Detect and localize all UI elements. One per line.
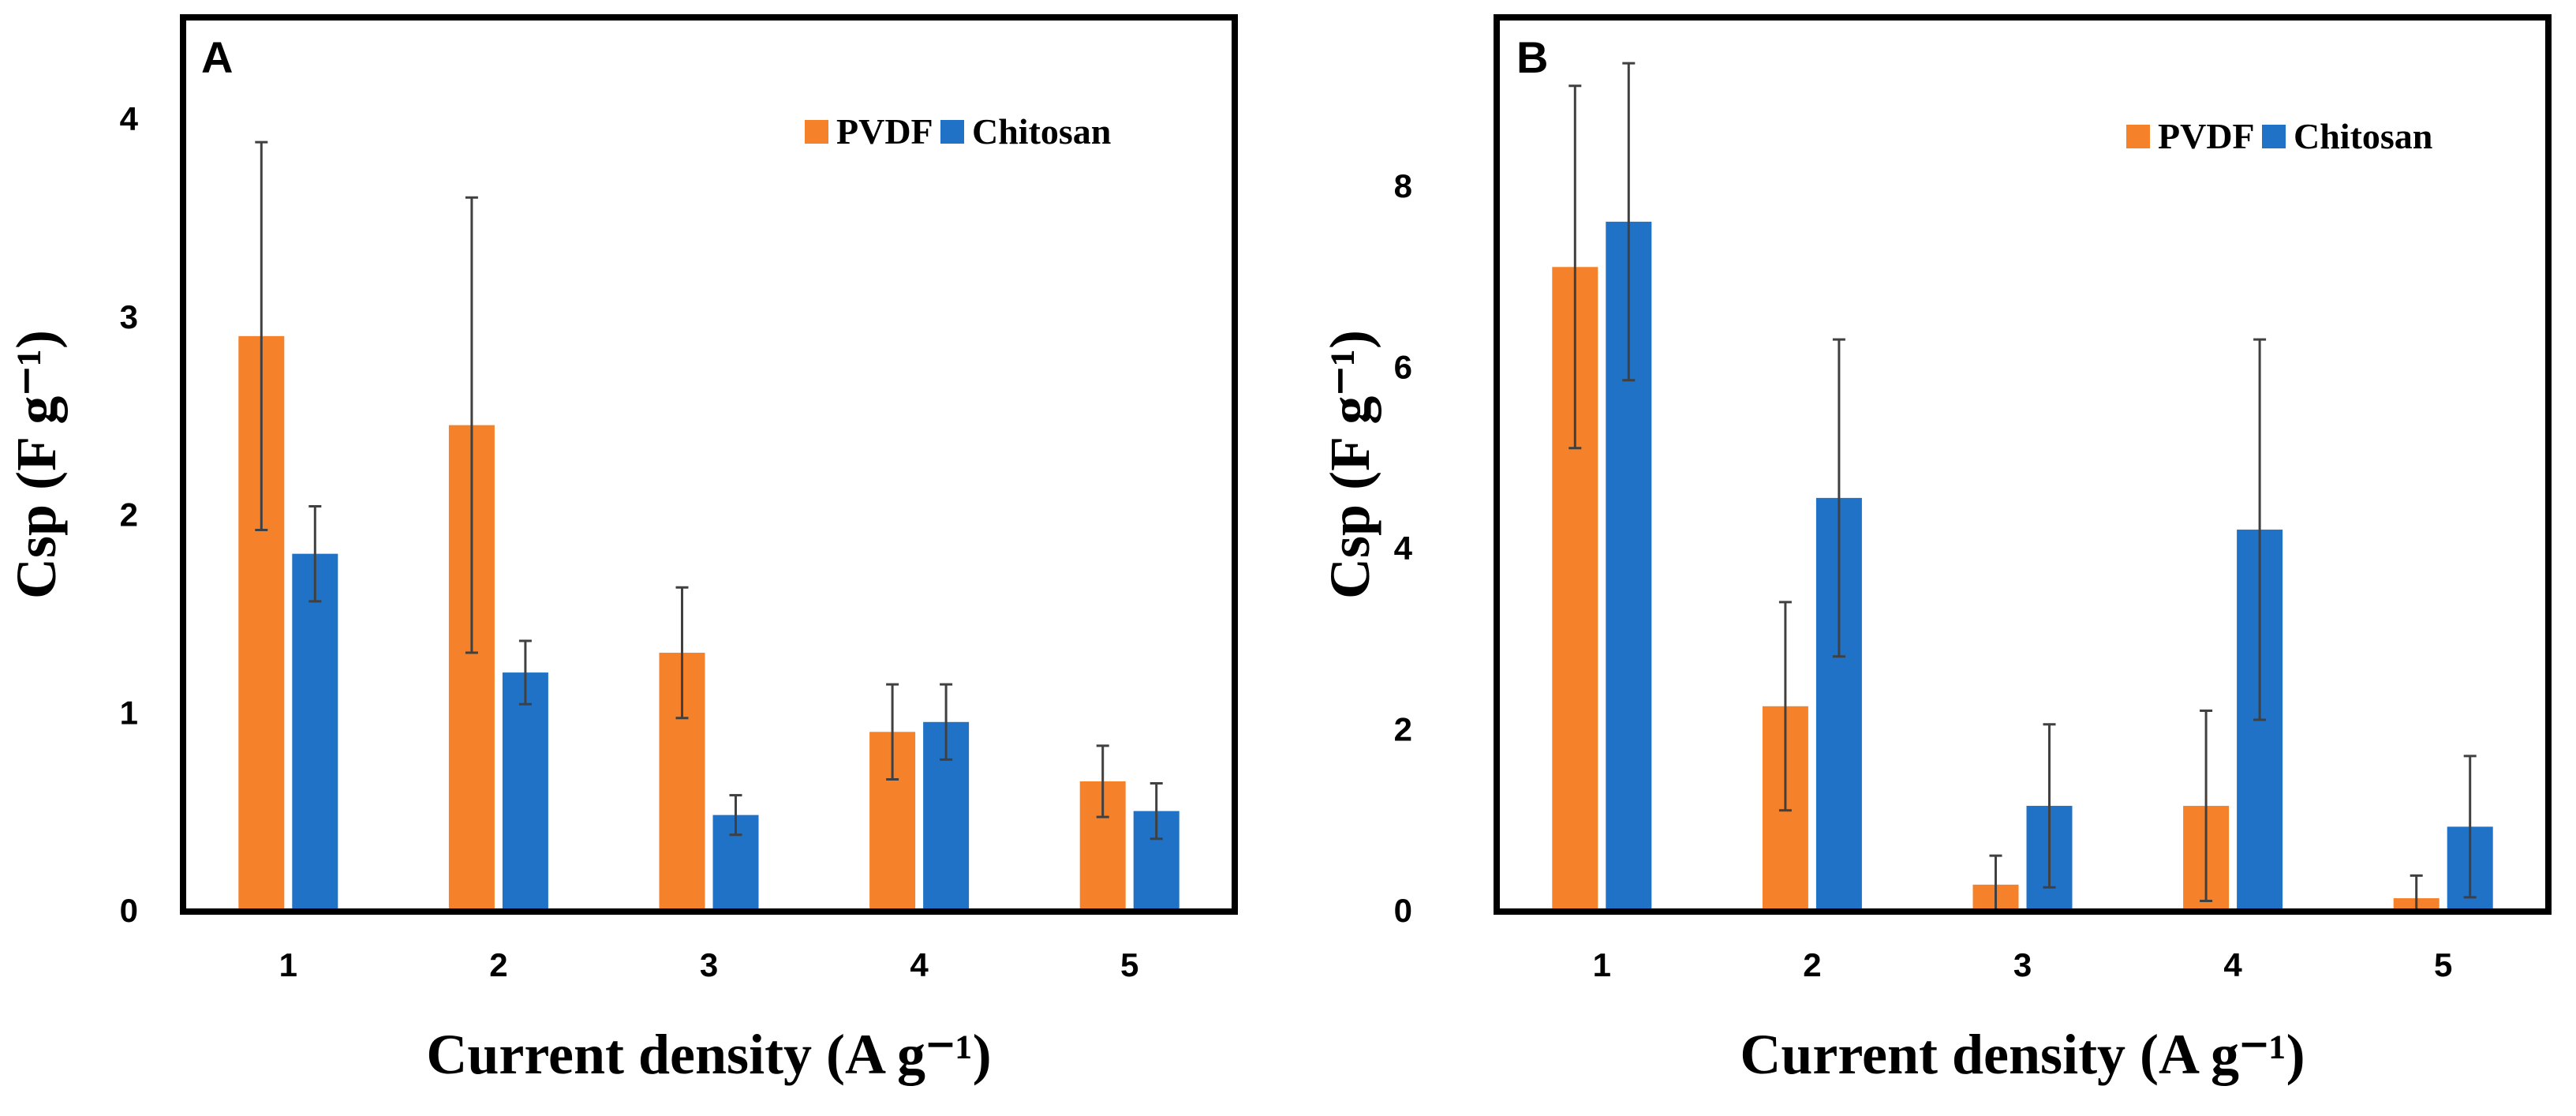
error-bar-pvdf-3: [675, 586, 689, 720]
x-tick-label-2: 2: [489, 946, 507, 983]
y-tick-label-4: 4: [120, 100, 139, 137]
y-tick-label-2: 2: [1394, 711, 1412, 748]
x-tick-label-1: 1: [279, 946, 297, 983]
legend-label-pvdf: PVDF: [2158, 116, 2255, 156]
y-tick-label-1: 1: [120, 694, 138, 731]
legend-swatch-pvdf: [805, 120, 828, 144]
legend-swatch-pvdf: [2126, 125, 2150, 148]
legend-label-pvdf: PVDF: [836, 111, 933, 152]
legend-label-chitosan: Chitosan: [2294, 116, 2432, 156]
error-bar-chitosan-1: [308, 504, 322, 603]
legend-label-chitosan: Chitosan: [972, 111, 1111, 152]
chart-panel-b: B 0 2 4 6 8 1 2 3 4 5 Current density (A g⁻¹) Csp (F…: [1318, 14, 2552, 1086]
y-tick-label-2: 2: [120, 496, 138, 534]
error-bar-pvdf-4: [886, 683, 899, 781]
y-tick-label-0: 0: [1394, 892, 1412, 929]
x-tick-label-3: 3: [2013, 946, 2032, 983]
plot-frame: [180, 14, 1238, 915]
error-bar-pvdf-1: [1568, 84, 1582, 450]
panel-letter: A: [201, 32, 233, 82]
error-bar-pvdf-4: [2200, 710, 2213, 903]
x-tick-label-2: 2: [1803, 946, 1821, 983]
chart-panel-a: A 0 1 2 3 4 1 2 3 4 5 Current density (A g⁻¹) Csp (F…: [5, 14, 1238, 1086]
y-tick-label-0: 0: [120, 892, 138, 929]
error-bar-pvdf-5: [1096, 744, 1109, 818]
x-tick-label-3: 3: [700, 946, 718, 983]
error-bar-pvdf-2: [465, 196, 478, 654]
plot-frame: [1494, 14, 2552, 915]
legend-swatch-chitosan: [940, 120, 964, 144]
y-tick-label-3: 3: [120, 298, 138, 335]
error-bar-chitosan-2: [518, 639, 532, 706]
bar-chitosan-2: [502, 672, 548, 910]
error-bar-chitosan-5: [2463, 755, 2477, 899]
legend: PVDF Chitosan: [805, 111, 1111, 152]
x-tick-label-5: 5: [2434, 946, 2452, 983]
error-bar-chitosan-4: [2253, 338, 2267, 721]
panel-letter: B: [1516, 32, 1548, 82]
y-tick-label-8: 8: [1394, 167, 1412, 204]
x-axis-label: Current density (A g⁻¹): [1740, 1023, 2305, 1086]
x-axis-label: Current density (A g⁻¹): [426, 1023, 991, 1086]
error-bar-chitosan-5: [1150, 782, 1163, 841]
y-axis-label: Csp (F g⁻¹): [1318, 330, 1381, 599]
error-bar-chitosan-1: [1622, 62, 1636, 382]
error-bar-chitosan-2: [1832, 338, 1845, 658]
x-tick-label-4: 4: [2223, 946, 2242, 983]
error-bar-chitosan-4: [940, 683, 953, 761]
y-tick-label-6: 6: [1394, 349, 1412, 386]
y-axis-label: Csp (F g⁻¹): [5, 330, 68, 599]
x-tick-label-1: 1: [1593, 946, 1611, 983]
bar-chitosan-1: [292, 553, 338, 910]
legend: PVDF Chitosan: [2126, 116, 2432, 156]
error-bar-pvdf-2: [1778, 601, 1792, 812]
error-bar-chitosan-3: [2043, 723, 2056, 889]
y-tick-label-4: 4: [1394, 530, 1413, 567]
error-bar-pvdf-1: [255, 140, 268, 532]
x-tick-label-4: 4: [910, 946, 929, 983]
legend-swatch-chitosan: [2262, 125, 2286, 148]
error-bar-chitosan-3: [729, 794, 742, 837]
x-tick-label-5: 5: [1120, 946, 1138, 983]
